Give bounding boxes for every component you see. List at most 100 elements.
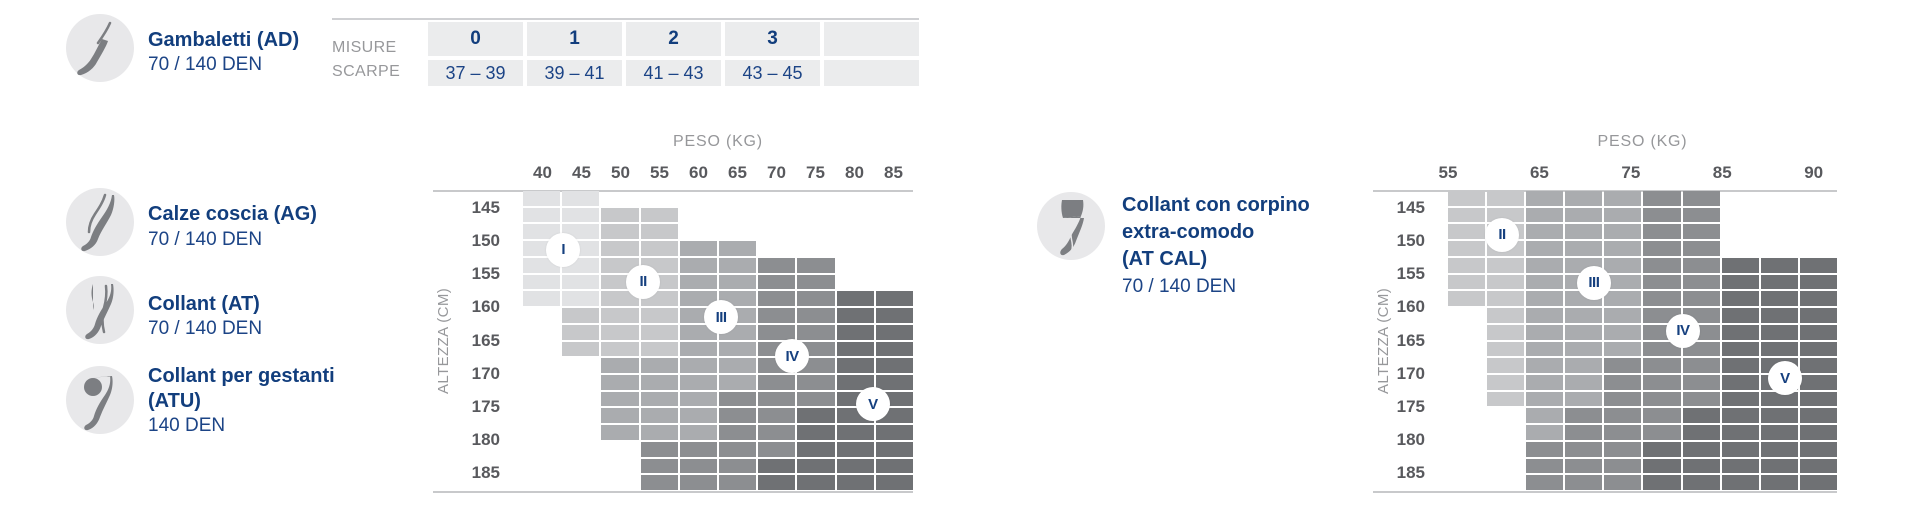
size-cell [1448, 375, 1485, 390]
size-cell [719, 441, 757, 457]
size-cell [562, 459, 599, 474]
size-cell [1487, 408, 1524, 423]
size-cell [1799, 374, 1837, 390]
size-cell [837, 275, 874, 290]
y-tick-label: 155 [1396, 264, 1425, 284]
size-cell [1760, 475, 1798, 490]
y-tick-label: 165 [471, 330, 500, 350]
size-cell [1721, 408, 1759, 424]
size-cell [1799, 291, 1837, 307]
size-cell [640, 358, 678, 373]
y-tick-label: 180 [471, 430, 500, 450]
size-cell [836, 441, 874, 457]
size-cell [1643, 458, 1681, 474]
size-cell [1721, 425, 1759, 440]
size-marker-V: V [855, 387, 890, 422]
size-cell [1565, 308, 1603, 323]
size-cell [836, 358, 874, 373]
size-cell [1526, 475, 1564, 490]
size-cell [1604, 425, 1642, 440]
size-cell [1722, 208, 1759, 223]
size-cell [640, 408, 678, 424]
size-cell [1799, 358, 1837, 373]
size-cell [1682, 441, 1720, 457]
size-cell [640, 374, 678, 390]
size-cell [719, 191, 756, 206]
y-tick-label: 165 [1396, 330, 1425, 350]
size-cell [601, 191, 638, 206]
y-tick-label: 185 [471, 463, 500, 483]
y-axis-title: ALTEZZA (CM) [435, 287, 452, 394]
y-tick-label: 185 [1396, 463, 1425, 483]
size-cell [562, 375, 599, 390]
size-cell [523, 408, 560, 423]
size-grid [523, 191, 913, 490]
x-tick-label: 85 [884, 163, 903, 182]
y-tick-label: 150 [471, 230, 500, 250]
size-chart-left: PESO (KG) 40 45 50 55 60 65 70 75 80 85 145 150 155 16… [433, 128, 913, 496]
size-cell [1526, 191, 1564, 206]
size-cell [679, 257, 717, 273]
size-cell [836, 324, 874, 340]
size-cell [1760, 274, 1798, 290]
size-cell [1604, 191, 1642, 206]
size-cell [1487, 459, 1524, 474]
size-cell [719, 408, 757, 424]
size-cell [1799, 391, 1837, 407]
table-top-border [332, 18, 919, 20]
size-cell [1565, 441, 1603, 457]
size-cell [1800, 224, 1837, 239]
size-cell [758, 441, 796, 457]
size-cell [562, 442, 599, 457]
size-cell [1487, 442, 1524, 457]
product-title: Collant per gestanti [148, 365, 335, 387]
x-tick-label: 85 [1712, 163, 1732, 182]
size-cell [1526, 425, 1564, 440]
product-title-line2: extra-comodo [1122, 221, 1255, 243]
size-cell [1682, 408, 1720, 424]
size-marker-V: V [1767, 361, 1802, 396]
size-cell [523, 308, 560, 323]
size-cell [1526, 374, 1564, 390]
size-cell [1487, 291, 1525, 307]
size-cell [1643, 224, 1681, 240]
size-cell [1604, 475, 1642, 490]
size-cell [876, 275, 913, 290]
size-cell [1604, 408, 1642, 424]
size-cell [601, 308, 639, 323]
size-cell [640, 241, 678, 256]
size-cell [1799, 441, 1837, 457]
size-cell [1604, 391, 1642, 407]
size-cell [719, 274, 757, 290]
size-cell [679, 408, 717, 424]
size-cell [1721, 274, 1759, 290]
size-cell [523, 291, 561, 307]
size-cell [758, 458, 796, 474]
size-cell [1800, 191, 1837, 206]
size-cell [1526, 274, 1564, 290]
y-tick-label: 175 [1396, 396, 1425, 416]
size-cell [1760, 257, 1798, 273]
size-cell [523, 442, 560, 457]
size-cell [523, 274, 561, 290]
size-cell [1643, 408, 1681, 424]
size-cell [875, 425, 913, 440]
size-cell [523, 358, 560, 373]
y-tick-label: 150 [1396, 230, 1425, 250]
size-cell [719, 425, 757, 440]
size-cell [1487, 391, 1525, 407]
size-cell [1565, 408, 1603, 424]
size-cell [1448, 358, 1485, 373]
size-cell [1760, 408, 1798, 424]
product-den: 70 / 140 DEN [148, 229, 263, 250]
size-cell [1526, 224, 1564, 240]
size-cell [1487, 324, 1525, 340]
shoe-size-range-cell: 43 – 45 [725, 60, 820, 86]
size-cell [601, 207, 639, 223]
axis-line [433, 190, 913, 192]
size-cell [797, 475, 835, 490]
size-cell [1682, 257, 1720, 273]
size-cell [876, 191, 913, 206]
size-cell [797, 324, 835, 340]
size-cell [1604, 458, 1642, 474]
